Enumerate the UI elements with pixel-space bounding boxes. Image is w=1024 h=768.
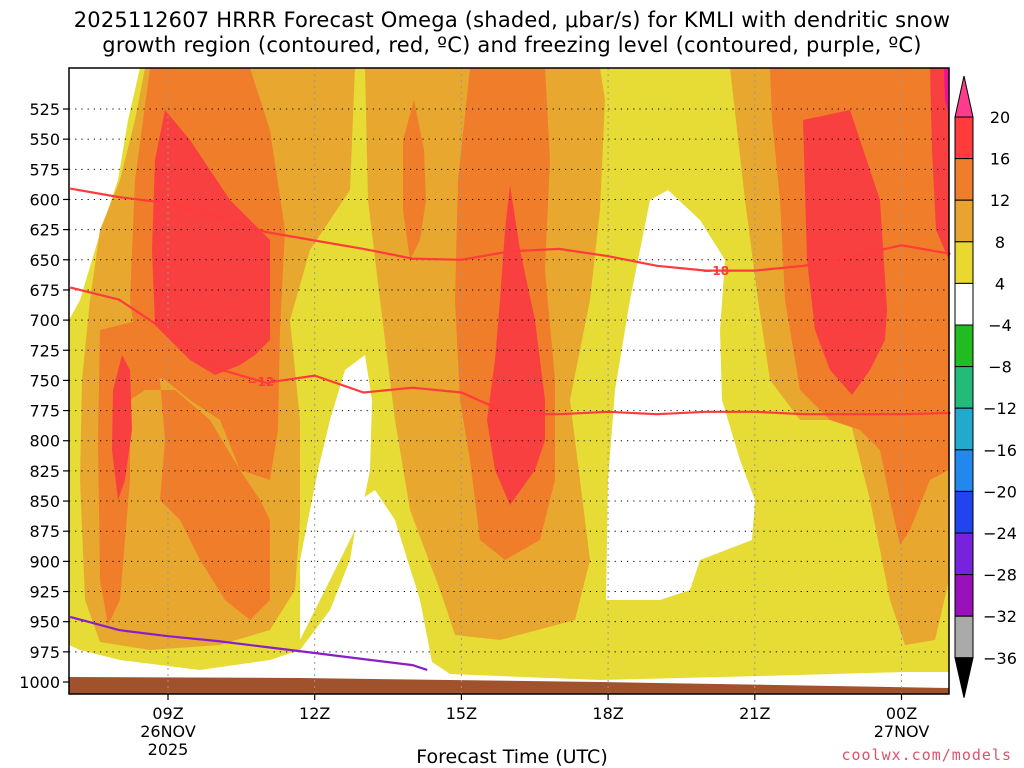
omega-region-16-20-a (152, 110, 270, 375)
y-tick-label-825: 825 (29, 462, 60, 481)
colorbar-label-10: −24 (983, 524, 1017, 543)
x-tick-date-00Z: 27NOV (874, 722, 930, 741)
y-tick-label-875: 875 (29, 522, 60, 541)
y-tick-label-1000: 1000 (19, 673, 60, 692)
colorbar-label-13: −36 (983, 649, 1017, 668)
colorbar-label-2: 12 (990, 191, 1010, 210)
chart-title-line1: 2025112607 HRRR Forecast Omega (shaded, … (73, 8, 951, 32)
colorbar-box-13 (954, 615, 974, 659)
y-tick-label-750: 750 (29, 371, 60, 390)
x-tick-label-21Z: 21Z (739, 704, 770, 723)
x-tick-label-00Z: 00Z (886, 704, 917, 723)
omega-region-16-20-c (487, 185, 545, 505)
chart-title-line2: growth region (contoured, red, ºC) and f… (102, 33, 922, 57)
omega-region-16-20-d (803, 110, 887, 395)
y-axis: 525 550 575 600 625 650 675 700 725 750 775 800 825 8… (19, 100, 69, 692)
omega-white-12z (300, 355, 372, 640)
contour-lines: −18 −12 (69, 187, 951, 671)
colorbar-box-10 (954, 490, 974, 534)
colorbar-label-12: −32 (983, 607, 1017, 626)
omega-region-gt20 (944, 68, 949, 115)
omega-white-18z (606, 190, 755, 600)
y-tick-label-575: 575 (29, 160, 60, 179)
omega-region-12-16-d (403, 100, 426, 260)
colorbar-box-5 (954, 282, 974, 326)
y-tick-label-925: 925 (29, 583, 60, 602)
terrain-below-ground (69, 677, 949, 694)
y-tick-label-650: 650 (29, 251, 60, 270)
x-tick-date-09Z: 26NOV (140, 722, 196, 741)
omega-region-16-20-e (930, 68, 949, 260)
y-tick-label-900: 900 (29, 552, 60, 571)
colorbar-box-6 (954, 324, 974, 368)
y-tick-label-950: 950 (29, 613, 60, 632)
dgz-contour-label--18: −18 (702, 264, 729, 278)
colorbar-label-9: −20 (983, 482, 1017, 501)
y-tick-label-525: 525 (29, 100, 60, 119)
x-axis-title: Forecast Time (UTC) (416, 746, 608, 768)
colorbar-label-1: 16 (990, 150, 1010, 169)
colorbar: 20 16 12 8 4 −4 −8 −12 −16 −20 −24 −28 −32 −36 (954, 75, 1017, 698)
omega-region-12-16-b (98, 320, 270, 625)
y-tick-label-800: 800 (29, 432, 60, 451)
y-tick-label-775: 775 (29, 402, 60, 421)
colorbar-label-0: 20 (990, 108, 1010, 127)
source-credit: coolwx.com/models (841, 746, 1012, 764)
x-tick-year-09Z: 2025 (148, 740, 189, 759)
colorbar-label-6: −8 (988, 358, 1012, 377)
omega-region-16-20-b (112, 355, 132, 500)
y-tick-label-600: 600 (29, 190, 60, 209)
colorbar-box-7 (954, 366, 974, 409)
y-tick-label-975: 975 (29, 643, 60, 662)
grid (69, 68, 949, 694)
x-tick-label-09Z: 09Z (152, 704, 183, 723)
colorbar-bottom-triangle (954, 657, 974, 698)
colorbar-label-11: −28 (983, 566, 1017, 585)
colorbar-box-4 (954, 241, 974, 284)
colorbar-box-12 (954, 574, 974, 617)
x-tick-label-12Z: 12Z (299, 704, 330, 723)
dgz-contour-label--12: −12 (248, 375, 275, 389)
y-tick-label-550: 550 (29, 130, 60, 149)
colorbar-box-8 (954, 407, 974, 451)
colorbar-top-triangle (954, 75, 974, 118)
y-tick-label-625: 625 (29, 221, 60, 240)
colorbar-box-3 (954, 199, 974, 243)
y-tick-label-850: 850 (29, 492, 60, 511)
colorbar-box-2 (954, 158, 974, 201)
freezing-level-contour (69, 615, 428, 671)
colorbar-label-5: −4 (988, 316, 1012, 335)
y-tick-label-675: 675 (29, 281, 60, 300)
dgz-contour--18 (70, 187, 951, 272)
colorbar-label-4: 4 (995, 274, 1005, 293)
omega-field (69, 68, 949, 694)
x-tick-label-15Z: 15Z (446, 704, 477, 723)
dgz-contour--12 (69, 286, 951, 416)
colorbar-box-1 (954, 116, 974, 160)
colorbar-label-3: 8 (995, 233, 1005, 252)
colorbar-box-11 (954, 532, 974, 576)
y-tick-label-725: 725 (29, 341, 60, 360)
colorbar-label-8: −16 (983, 441, 1017, 460)
colorbar-box-9 (954, 449, 974, 492)
y-tick-label-700: 700 (29, 311, 60, 330)
x-tick-label-18Z: 18Z (592, 704, 623, 723)
colorbar-label-7: −12 (983, 399, 1017, 418)
